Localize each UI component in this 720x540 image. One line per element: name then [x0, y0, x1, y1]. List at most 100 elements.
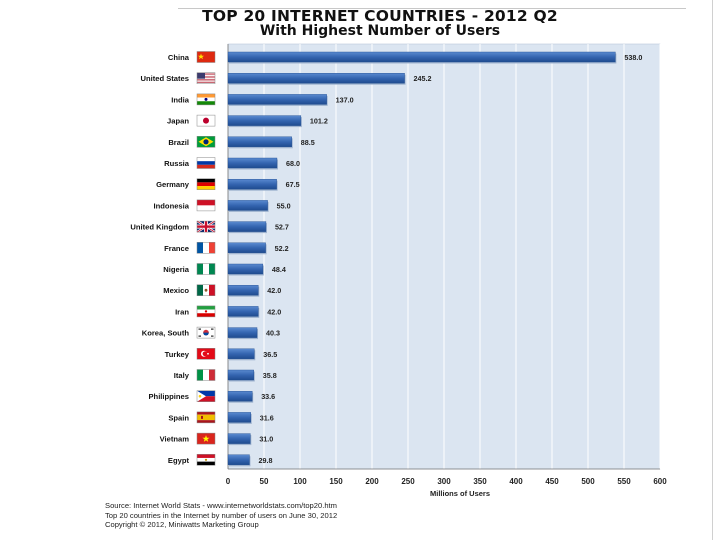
value-label: 137.0	[336, 95, 354, 104]
flag-part	[197, 390, 206, 402]
x-tick-label: 300	[437, 477, 451, 486]
x-tick-label: 500	[581, 477, 595, 486]
flag-part	[209, 284, 215, 296]
x-tick-label: 350	[473, 477, 487, 486]
flag-part	[202, 351, 208, 357]
flag-part	[197, 199, 215, 206]
flag-part	[197, 178, 215, 183]
flag-part	[197, 82, 215, 83]
egypt-flag-icon	[196, 454, 216, 466]
flag-part	[197, 263, 203, 275]
turkey-flag-icon	[196, 348, 216, 360]
value-label: 68.0	[286, 159, 300, 168]
flag-part	[204, 310, 208, 313]
source-line-3: Copyright © 2012, Miniwatts Marketing Gr…	[105, 520, 259, 529]
x-axis-label: Millions of Users	[430, 489, 490, 498]
bar	[227, 178, 277, 190]
category-label: Iran	[175, 307, 189, 316]
iran-flag-icon	[196, 305, 216, 318]
value-label: 36.5	[263, 350, 277, 359]
flag-part	[197, 78, 215, 79]
category-label: China	[168, 53, 190, 62]
value-label: 29.8	[258, 456, 272, 465]
bar	[227, 433, 251, 444]
x-tick-label: 150	[329, 477, 343, 486]
france-flag-icon	[196, 242, 216, 254]
flag-part	[197, 76, 215, 78]
flag-border	[196, 157, 216, 169]
value-label: 245.2	[414, 74, 432, 83]
x-tick-label: 400	[509, 477, 523, 486]
category-label: Spain	[168, 413, 189, 422]
flag-part	[204, 288, 208, 292]
bar	[227, 242, 266, 254]
flag-border	[196, 326, 216, 339]
value-label: 42.0	[267, 307, 281, 316]
flag-border	[196, 72, 216, 84]
category-label: Vietnam	[160, 435, 190, 444]
category-label: United Kingdom	[130, 223, 189, 232]
value-label: 33.6	[261, 392, 275, 401]
category-label: Korea, South	[142, 329, 190, 338]
flag-part	[203, 369, 209, 381]
bar	[227, 136, 292, 148]
category-label: Japan	[167, 117, 189, 126]
flag-part	[203, 263, 209, 275]
flag-border	[196, 305, 216, 318]
bar	[227, 285, 259, 296]
category-label: France	[164, 244, 189, 253]
flag-part	[197, 284, 203, 296]
bar	[227, 51, 616, 63]
flag-part	[204, 97, 208, 101]
value-label: 42.0	[267, 286, 281, 295]
flag-part	[197, 164, 215, 169]
x-tick-label: 450	[545, 477, 559, 486]
flag-part	[211, 335, 214, 337]
flag-part	[203, 139, 209, 145]
value-label: 67.5	[286, 180, 300, 189]
bar	[227, 454, 250, 465]
bar	[227, 263, 264, 275]
value-label: 55.0	[277, 201, 291, 210]
flag-border	[196, 242, 216, 254]
bar	[227, 115, 302, 126]
flag-part	[197, 390, 215, 397]
germany-flag-icon	[196, 178, 216, 190]
category-label: Indonesia	[154, 201, 190, 210]
nigeria-flag-icon	[196, 263, 216, 275]
flag-part	[197, 72, 205, 79]
category-label: India	[171, 95, 189, 104]
x-tick-label: 0	[226, 477, 231, 486]
value-label: 538.0	[624, 53, 642, 62]
flag-border	[196, 411, 216, 424]
category-label: United States	[140, 74, 189, 83]
bar	[227, 327, 258, 338]
flag-part	[197, 74, 215, 76]
flag-part	[203, 332, 209, 336]
chart-title-block: TOP 20 INTERNET COUNTRIES - 2012 Q2 With…	[180, 8, 580, 39]
bar	[227, 157, 278, 169]
flag-part	[197, 182, 215, 187]
flag-part	[197, 420, 215, 423]
x-tick-label: 200	[365, 477, 379, 486]
value-label: 31.6	[260, 413, 274, 422]
source-note: Source: Internet World Stats - www.inter…	[105, 501, 337, 530]
flag-part	[197, 77, 215, 79]
flag-part	[209, 242, 215, 254]
bar	[227, 94, 327, 105]
south-korea-flag-icon	[196, 326, 216, 339]
flag-border	[196, 432, 216, 445]
flag-part	[197, 80, 215, 82]
flag-part	[197, 75, 215, 76]
flag-part	[209, 263, 215, 275]
flag-part	[197, 161, 215, 165]
flag-part	[197, 454, 215, 458]
value-label: 52.2	[275, 244, 289, 253]
flag-part	[197, 79, 215, 81]
flag-part	[197, 75, 215, 77]
flag-part	[203, 117, 209, 124]
source-line-2: Top 20 countries in the Internet by numb…	[105, 510, 338, 520]
spain-flag-icon	[196, 411, 216, 424]
value-label: 31.0	[259, 435, 273, 444]
category-label: Italy	[174, 371, 190, 380]
